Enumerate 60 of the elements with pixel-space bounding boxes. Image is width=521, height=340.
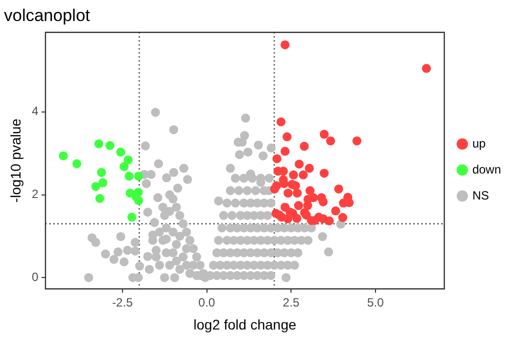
legend-label: down: [472, 162, 501, 176]
y-tick-label: 0: [32, 270, 39, 284]
y-axis-title: -log10 pvalue: [7, 118, 24, 203]
x-tick-label: 2.5: [282, 295, 300, 310]
y-tick-label: 2: [32, 187, 39, 202]
point: [422, 64, 431, 73]
point: [326, 136, 336, 146]
point: [308, 193, 318, 202]
point: [304, 164, 314, 173]
point: [288, 170, 298, 180]
point: [306, 186, 315, 196]
point: [302, 210, 311, 220]
point: [331, 206, 340, 216]
point: [300, 142, 309, 151]
point: [338, 213, 348, 222]
x-axis-title: log2 fold change: [194, 316, 296, 332]
point: [276, 117, 286, 126]
chart-title: volcanoplot: [4, 6, 90, 25]
point: [320, 168, 329, 178]
point: [334, 184, 344, 194]
point: [134, 196, 144, 206]
point: [134, 172, 144, 181]
point: [124, 172, 134, 181]
point: [320, 130, 329, 139]
y-tick-label: 4: [32, 104, 39, 118]
point: [124, 155, 133, 164]
x-tick-label: 5.0: [367, 295, 384, 310]
point: [280, 40, 290, 50]
point: [298, 170, 308, 180]
point: [291, 181, 300, 190]
point: [96, 168, 106, 177]
point: [95, 194, 104, 203]
x-tick-label: 0.0: [198, 295, 216, 310]
point: [277, 212, 286, 222]
point: [270, 184, 280, 194]
point: [105, 140, 114, 150]
point: [318, 214, 328, 224]
point: [58, 151, 68, 160]
point: [294, 201, 304, 210]
point: [116, 148, 126, 157]
point: [127, 212, 136, 222]
legend-label: up: [472, 136, 486, 150]
point: [338, 198, 348, 208]
point: [282, 132, 292, 142]
point: [292, 188, 302, 198]
point: [120, 162, 129, 172]
point: [352, 136, 362, 146]
point: [318, 197, 328, 206]
point: [272, 154, 282, 164]
point: [294, 160, 304, 169]
point: [284, 188, 293, 198]
legend-label: NS: [472, 188, 489, 202]
point: [292, 214, 302, 223]
point: [91, 182, 100, 191]
x-tick-label: -2.5: [112, 295, 134, 310]
point: [98, 178, 108, 188]
point: [94, 139, 104, 148]
point: [303, 201, 312, 210]
point: [280, 146, 290, 156]
point: [72, 159, 82, 168]
